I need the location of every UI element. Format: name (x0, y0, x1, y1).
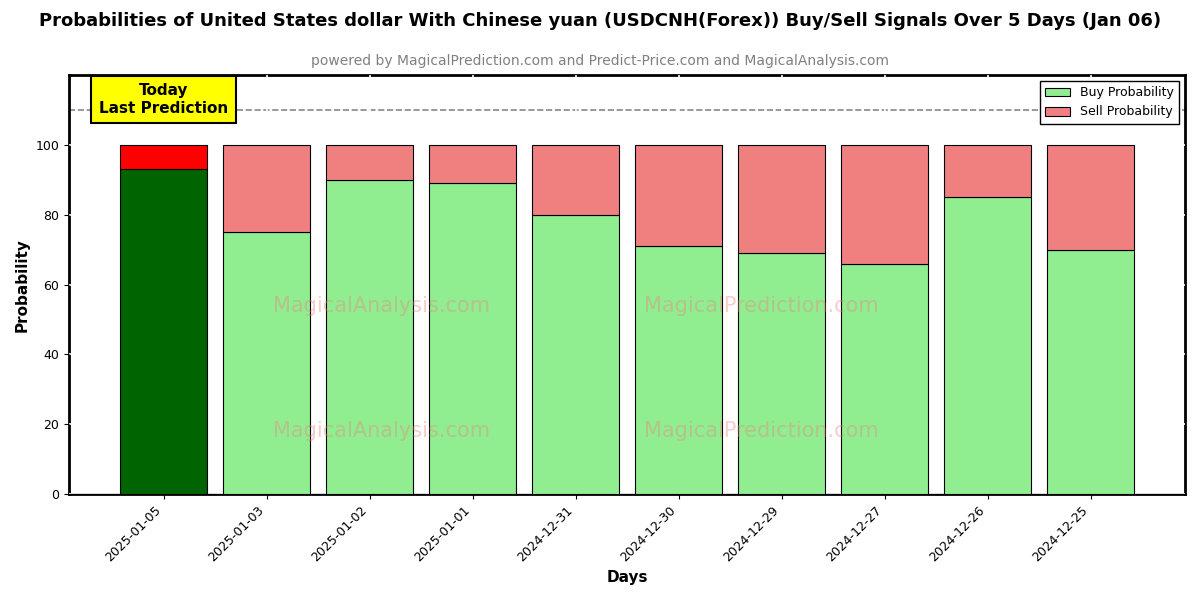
Bar (635, 246, 722, 494)
Bar (223, 232, 311, 494)
Text: Today
Last Prediction: Today Last Prediction (100, 83, 228, 116)
Bar (120, 145, 208, 169)
Bar (532, 145, 619, 215)
Bar (223, 145, 311, 232)
Bar (943, 145, 1031, 197)
Bar (1046, 250, 1134, 494)
Y-axis label: Probability: Probability (16, 238, 30, 332)
Bar (428, 183, 516, 494)
Text: powered by MagicalPrediction.com and Predict-Price.com and MagicalAnalysis.com: powered by MagicalPrediction.com and Pre… (311, 54, 889, 68)
Bar (532, 215, 619, 494)
Text: MagicalPrediction.com: MagicalPrediction.com (643, 296, 878, 316)
Text: MagicalPrediction.com: MagicalPrediction.com (643, 421, 878, 441)
Bar (326, 180, 413, 494)
Bar (1046, 145, 1134, 250)
Bar (738, 253, 826, 494)
Text: MagicalAnalysis.com: MagicalAnalysis.com (274, 421, 490, 441)
Text: Probabilities of United States dollar With Chinese yuan (USDCNH(Forex)) Buy/Sell: Probabilities of United States dollar Wi… (38, 12, 1162, 30)
Bar (120, 169, 208, 494)
Bar (428, 145, 516, 183)
Bar (635, 145, 722, 246)
X-axis label: Days: Days (606, 570, 648, 585)
Bar (841, 145, 929, 263)
Bar (738, 145, 826, 253)
Legend: Buy Probability, Sell Probability: Buy Probability, Sell Probability (1040, 81, 1178, 124)
Text: MagicalAnalysis.com: MagicalAnalysis.com (274, 296, 490, 316)
Bar (841, 263, 929, 494)
Bar (943, 197, 1031, 494)
Bar (326, 145, 413, 180)
